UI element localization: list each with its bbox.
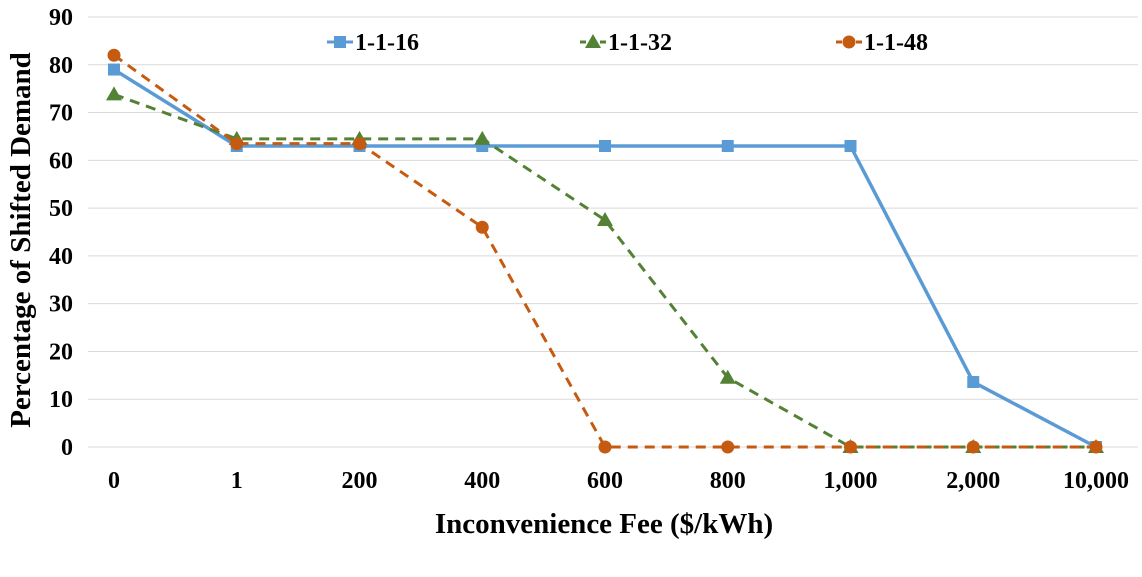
- y-tick-label: 90: [49, 5, 73, 31]
- data-point-1-1-48-6: [844, 440, 857, 454]
- legend-marker-1-1-16: [334, 36, 346, 48]
- data-point-1-1-16-0: [108, 63, 120, 76]
- legend-item-1-1-16: 1-1-16: [327, 30, 419, 56]
- data-point-1-1-32-0: [106, 86, 122, 101]
- legend-marker-1-1-32: [585, 34, 601, 48]
- y-tick-label: 50: [49, 196, 73, 222]
- data-point-1-1-16-7: [967, 376, 980, 389]
- series-line-1-1-32: [113, 92, 1096, 449]
- data-point-1-1-48-7: [966, 440, 980, 454]
- legend-label: 1-1-32: [608, 30, 672, 56]
- data-point-1-1-32-4: [597, 212, 613, 227]
- series-1-1-48: [107, 48, 1103, 454]
- x-tick-label: 1,000: [824, 468, 878, 494]
- data-point-1-1-32-3: [474, 130, 491, 145]
- x-axis-title: Inconvenience Fee ($/kWh): [435, 508, 773, 540]
- data-point-1-1-48-4: [598, 440, 612, 454]
- legend-item-1-1-32: 1-1-32: [580, 30, 672, 56]
- x-axis-ticks: 0 1 200 400 600 800 1,000 2,000 10,000: [108, 468, 1129, 494]
- y-tick-label: 80: [49, 53, 73, 79]
- y-tick-label: 0: [61, 435, 73, 461]
- legend-item-1-1-48: 1-1-48: [836, 30, 928, 56]
- data-point-1-1-16-6: [844, 140, 857, 152]
- data-point-1-1-48-8: [1089, 440, 1103, 454]
- y-axis-title: Percentage of Shifted Demand: [5, 52, 37, 428]
- data-point-1-1-16-5: [721, 140, 734, 152]
- series-line-1-1-48: [113, 54, 1096, 449]
- y-tick-label: 30: [49, 292, 73, 318]
- series-1-1-16: [108, 63, 1102, 453]
- gridlines: [88, 16, 1138, 448]
- x-tick-label: 1: [231, 468, 243, 494]
- x-tick-label: 10,000: [1063, 468, 1129, 494]
- legend-label: 1-1-48: [864, 30, 928, 56]
- series-line-1-1-16: [113, 68, 1097, 449]
- y-axis-ticks: 0 10 20 30 40 50 60 70 80 90: [49, 5, 73, 461]
- x-tick-label: 2,000: [946, 468, 1000, 494]
- data-point-1-1-32-5: [719, 369, 736, 384]
- data-point-1-1-48-1: [230, 137, 244, 151]
- data-point-1-1-48-0: [107, 48, 121, 62]
- y-tick-label: 60: [49, 148, 73, 174]
- x-tick-label: 200: [342, 468, 378, 494]
- y-tick-label: 40: [49, 244, 73, 270]
- data-point-1-1-48-3: [475, 220, 489, 234]
- x-tick-label: 0: [108, 468, 120, 494]
- series-group: [106, 48, 1104, 454]
- y-tick-label: 20: [49, 339, 73, 365]
- data-point-1-1-48-2: [353, 137, 366, 151]
- y-tick-label: 10: [49, 387, 73, 413]
- data-point-1-1-48-5: [721, 440, 735, 454]
- x-tick-label: 800: [710, 468, 746, 494]
- legend-marker-1-1-48: [842, 35, 856, 49]
- x-tick-label: 400: [464, 468, 500, 494]
- legend-label: 1-1-16: [355, 30, 419, 56]
- x-tick-label: 600: [587, 468, 623, 494]
- legend: 1-1-16 1-1-32 1-1-48: [327, 30, 928, 56]
- y-tick-label: 70: [49, 101, 73, 127]
- data-point-1-1-16-4: [599, 140, 611, 152]
